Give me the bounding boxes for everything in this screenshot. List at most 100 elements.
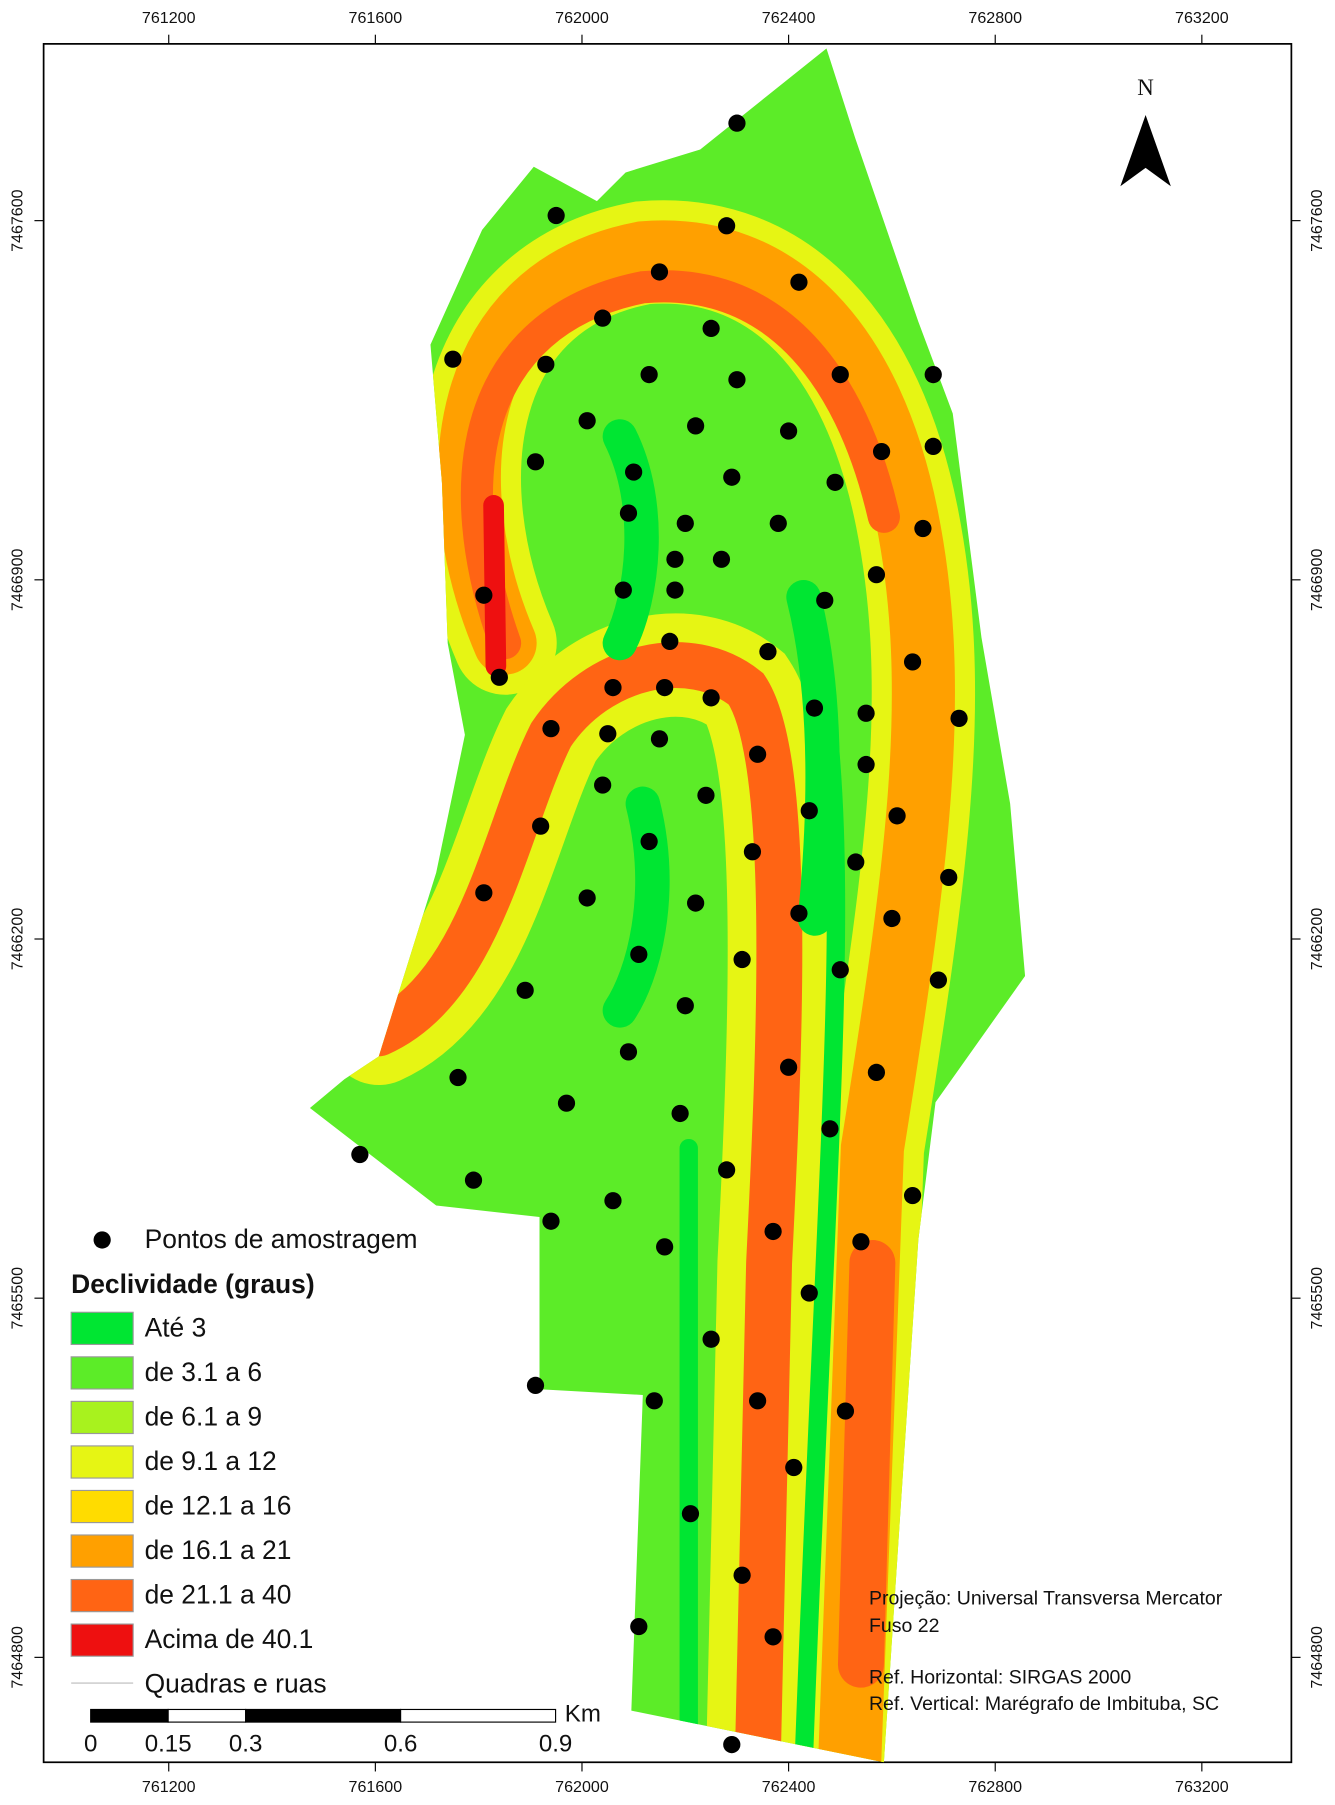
- legend-label: Quadras e ruas: [145, 1668, 327, 1698]
- scale-segment: [91, 1709, 168, 1722]
- sample-point: [656, 1238, 673, 1255]
- sample-point: [651, 263, 668, 280]
- y-tick-label: 7464800: [9, 1626, 27, 1689]
- sample-point: [764, 1628, 781, 1645]
- sample-point: [697, 787, 714, 804]
- sample-point: [832, 366, 849, 383]
- scale-label: 0: [84, 1730, 97, 1757]
- legend-swatch: [71, 1624, 133, 1656]
- legend-title: Declividade (graus): [71, 1269, 314, 1299]
- sample-point: [604, 1192, 621, 1209]
- legend-swatch: [71, 1401, 133, 1433]
- sample-point: [925, 366, 942, 383]
- sample-point: [790, 274, 807, 291]
- sample-point: [749, 746, 766, 763]
- sample-point: [904, 1187, 921, 1204]
- sample-point: [790, 905, 807, 922]
- sample-point: [444, 351, 461, 368]
- y-tick-label: 7466200: [9, 908, 27, 971]
- sample-point: [883, 910, 900, 927]
- y-tick-label: 7466900: [1308, 549, 1326, 612]
- sample-point: [542, 1213, 559, 1230]
- legend-label: de 21.1 a 40: [145, 1580, 292, 1610]
- sample-point: [734, 951, 751, 968]
- north-label: N: [1137, 75, 1154, 100]
- sample-point: [718, 1161, 735, 1178]
- map-note: Ref. Vertical: Marégrafo de Imbituba, SC: [869, 1693, 1219, 1715]
- y-tick-label: 7465500: [9, 1267, 27, 1330]
- sample-point: [703, 689, 720, 706]
- map-note: Ref. Horizontal: SIRGAS 2000: [869, 1667, 1131, 1689]
- legend-label: de 3.1 a 6: [145, 1357, 262, 1387]
- sample-point: [904, 653, 921, 670]
- legend-label: de 12.1 a 16: [145, 1491, 292, 1521]
- sample-point: [475, 587, 492, 604]
- legend-swatch: [71, 1535, 133, 1567]
- x-tick-label: 762400: [762, 1778, 816, 1796]
- sample-point: [703, 320, 720, 337]
- sample-point: [718, 217, 735, 234]
- sample-point: [728, 115, 745, 132]
- sample-point: [826, 474, 843, 491]
- sample-point: [785, 1459, 802, 1476]
- sample-point: [641, 833, 658, 850]
- x-tick-label: 761200: [142, 9, 196, 27]
- y-tick-label: 7467600: [1308, 189, 1326, 252]
- sample-point: [868, 566, 885, 583]
- sample-point: [548, 207, 565, 224]
- x-tick-label: 762800: [968, 9, 1022, 27]
- sample-point: [728, 371, 745, 388]
- sample-point: [666, 581, 683, 598]
- x-tick-label: 761200: [142, 1778, 196, 1796]
- sample-point: [677, 997, 694, 1014]
- legend-point-symbol: [94, 1231, 111, 1248]
- sample-point: [950, 710, 967, 727]
- map-note: Projeção: Universal Transversa Mercator: [869, 1587, 1223, 1609]
- x-tick-label: 763200: [1175, 1778, 1229, 1796]
- sample-point: [930, 971, 947, 988]
- scale-segment: [246, 1709, 401, 1722]
- sample-point: [661, 633, 678, 650]
- legend-label: de 9.1 a 12: [145, 1446, 277, 1476]
- sample-point: [940, 869, 957, 886]
- sample-point: [873, 443, 890, 460]
- sample-point: [641, 366, 658, 383]
- sample-point: [677, 515, 694, 532]
- x-tick-label: 763200: [1175, 9, 1229, 27]
- sample-point: [925, 438, 942, 455]
- y-tick-label: 7466900: [9, 549, 27, 612]
- sample-point: [770, 515, 787, 532]
- sample-point: [744, 843, 761, 860]
- sample-point: [749, 1392, 766, 1409]
- sample-point: [594, 310, 611, 327]
- legend-label: Até 3: [145, 1312, 207, 1342]
- sample-point: [517, 982, 534, 999]
- sample-point: [630, 1618, 647, 1635]
- x-tick-label: 762800: [968, 1778, 1022, 1796]
- y-tick-label: 7464800: [1308, 1626, 1326, 1689]
- y-tick-label: 7465500: [1308, 1267, 1326, 1330]
- scale-segment: [168, 1709, 245, 1722]
- sample-point: [651, 730, 668, 747]
- sample-point: [713, 551, 730, 568]
- y-tick-label: 7466200: [1308, 908, 1326, 971]
- sample-point: [816, 592, 833, 609]
- sample-point: [542, 720, 559, 737]
- sample-point: [625, 463, 642, 480]
- sample-point: [666, 551, 683, 568]
- sample-point: [351, 1146, 368, 1163]
- sample-point: [723, 469, 740, 486]
- sample-point: [780, 422, 797, 439]
- sample-point: [852, 1233, 869, 1250]
- sample-point: [532, 818, 549, 835]
- sample-point: [527, 453, 544, 470]
- sample-point: [594, 776, 611, 793]
- sample-point: [646, 1392, 663, 1409]
- legend-swatch: [71, 1357, 133, 1389]
- sample-point: [630, 946, 647, 963]
- map-figure: N 76120076120076160076160076200076200076…: [0, 0, 1335, 1805]
- sample-point: [537, 356, 554, 373]
- sample-point: [888, 807, 905, 824]
- x-tick-label: 762000: [555, 9, 609, 27]
- sample-point: [801, 1284, 818, 1301]
